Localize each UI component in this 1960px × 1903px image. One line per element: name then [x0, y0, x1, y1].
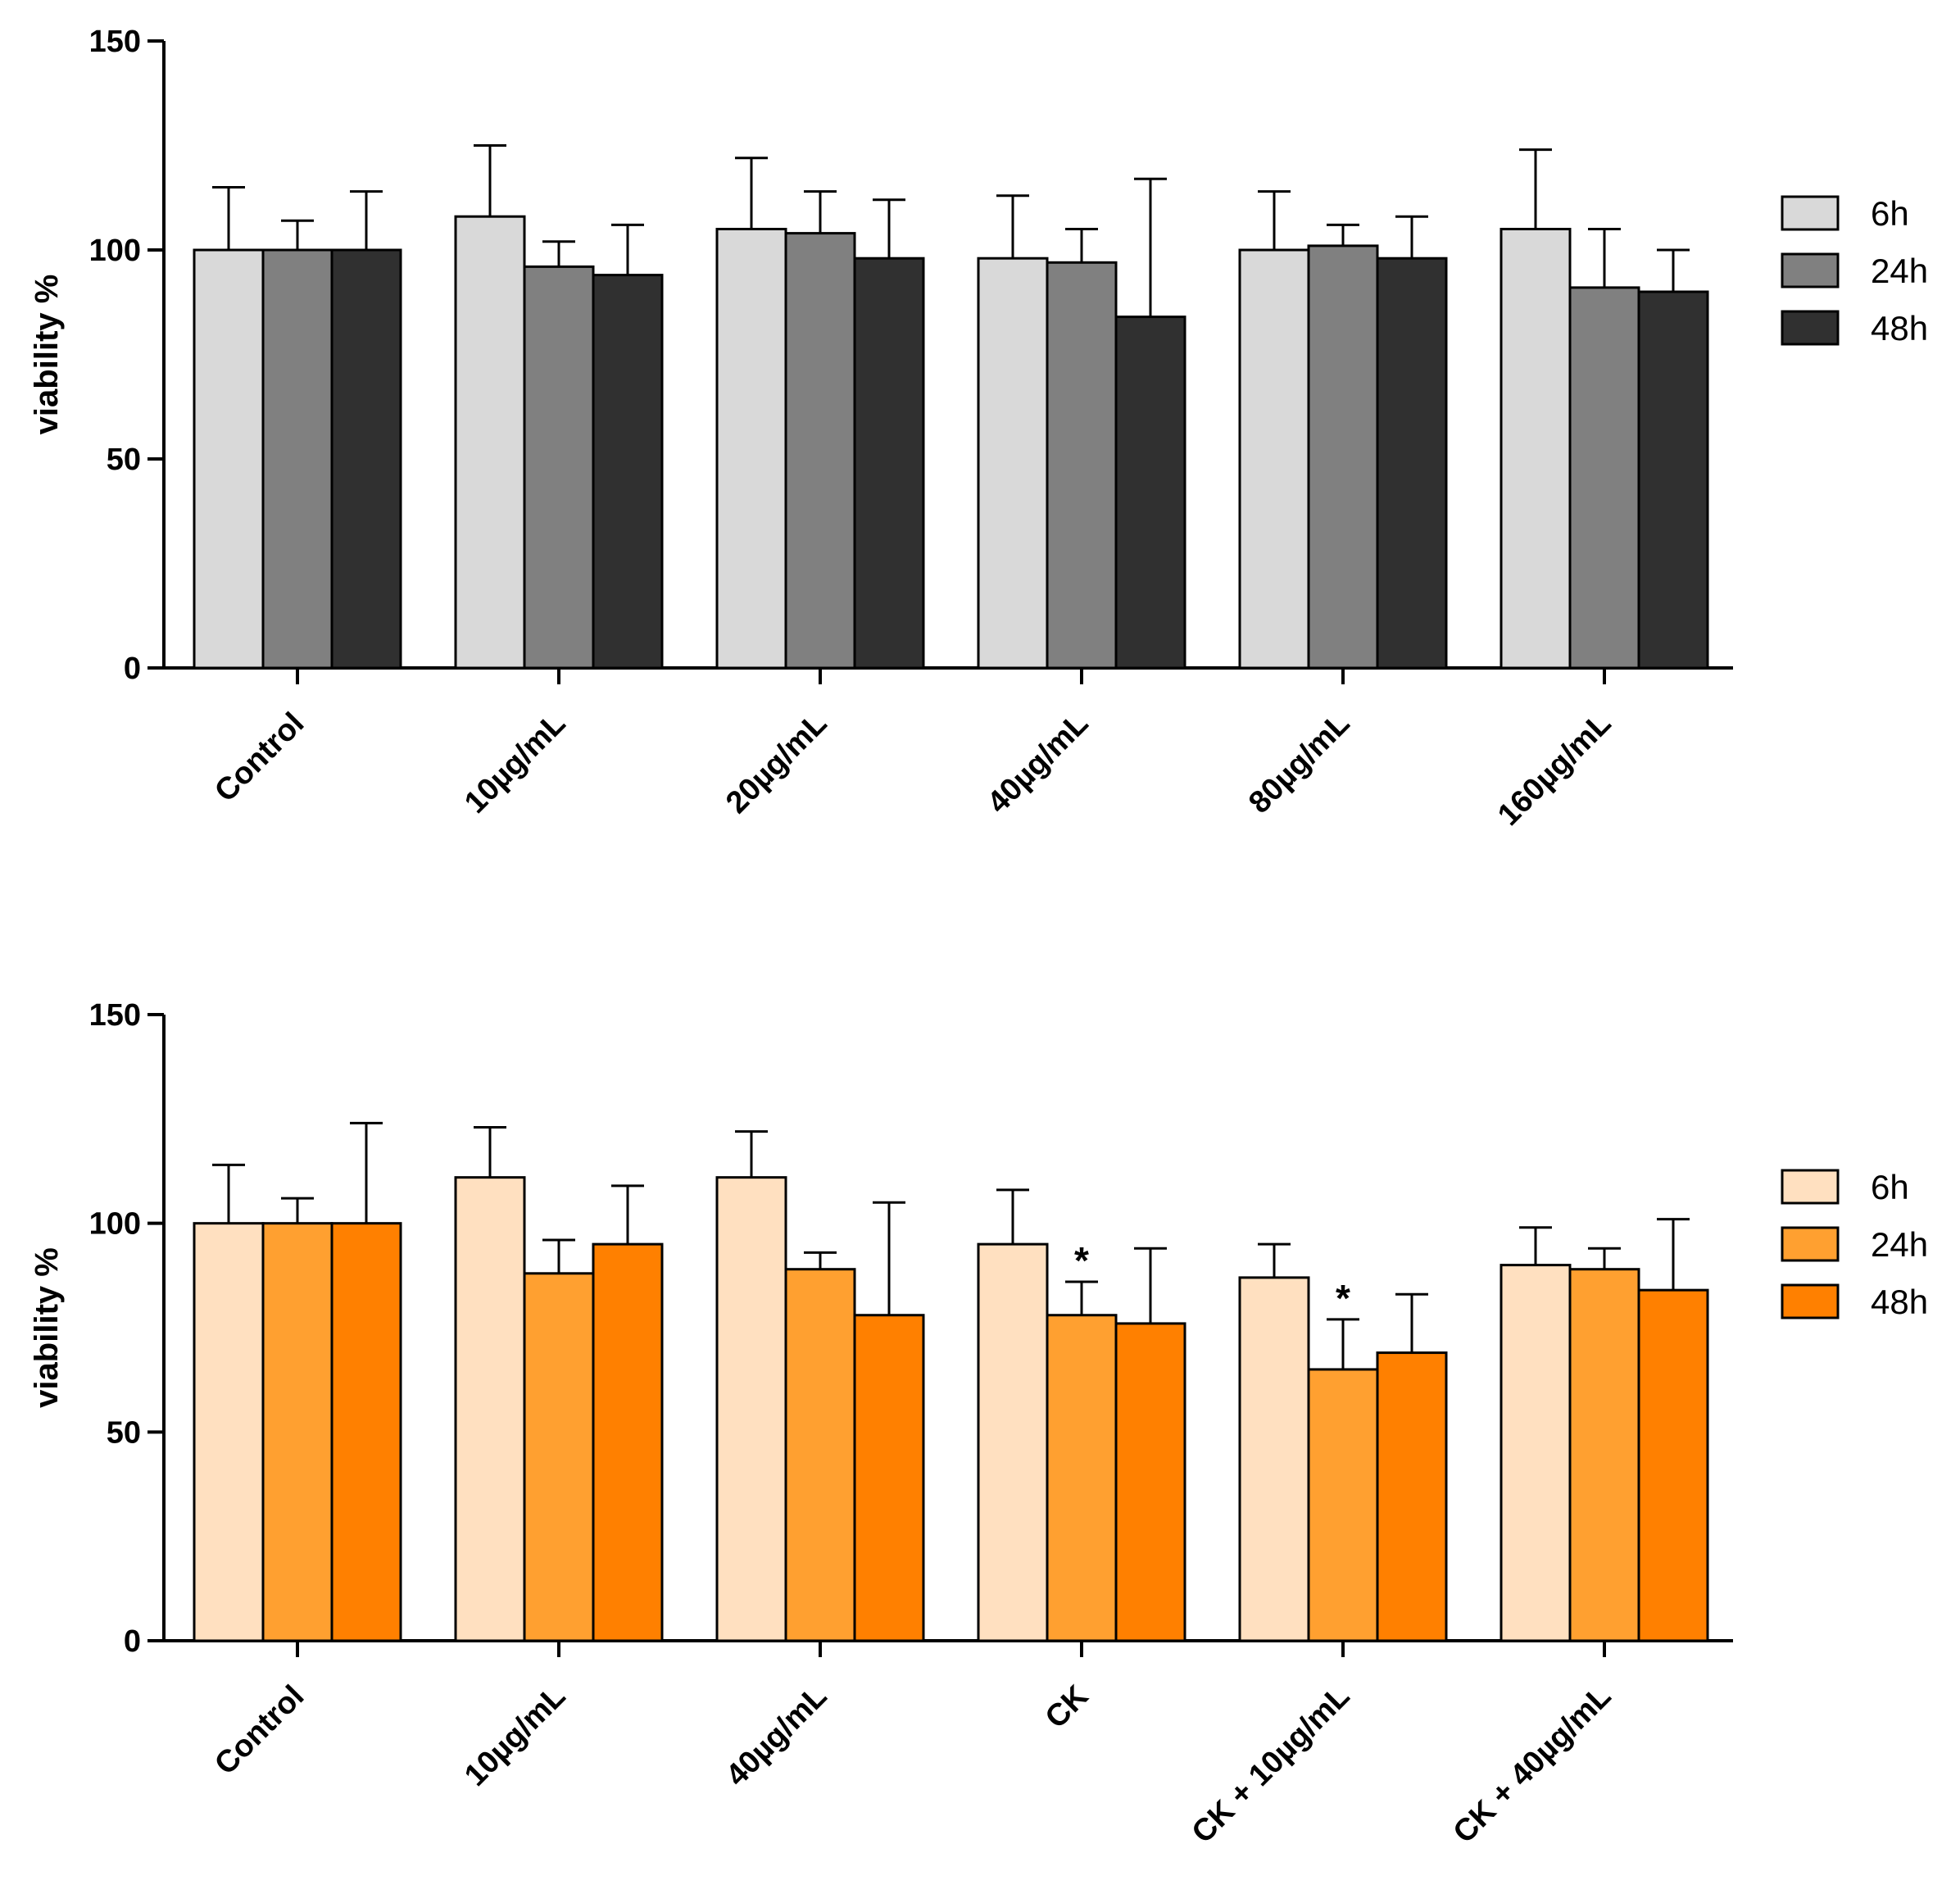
- y-tick-label: 0: [124, 652, 141, 686]
- bar-48h: [1376, 257, 1448, 670]
- y-tick-label: 50: [107, 443, 141, 477]
- bar-6h: [977, 257, 1049, 670]
- bar-48h: [853, 257, 925, 670]
- bar-6h: [454, 1176, 526, 1642]
- y-tick-label: 150: [89, 998, 141, 1033]
- x-tick-label: 80µg/mL: [1242, 706, 1356, 820]
- bar-48h: [330, 1222, 402, 1642]
- bar-48h: [1637, 290, 1709, 670]
- y-axis-label: viability %: [29, 275, 65, 435]
- bar-24h: [261, 248, 333, 670]
- x-tick-label: CK: [1039, 1678, 1096, 1735]
- bar-6h: [1499, 228, 1572, 670]
- bar-48h: [330, 248, 402, 670]
- x-tick-label: 10µg/mL: [458, 706, 572, 820]
- significance-marker: *: [1074, 1239, 1089, 1282]
- bar-24h: [1568, 286, 1640, 670]
- x-tick-label: Control: [208, 1679, 311, 1782]
- legend-swatch-48h: [1781, 310, 1840, 346]
- legend-swatch-6h: [1781, 195, 1840, 231]
- x-tick-label: 40µg/mL: [981, 706, 1095, 820]
- bar-24h: [1568, 1268, 1640, 1642]
- bar-48h: [1637, 1288, 1709, 1642]
- bar-24h: [1307, 244, 1379, 670]
- legend-swatch-24h: [1781, 252, 1840, 288]
- bar-6h: [1499, 1264, 1572, 1642]
- bar-24h: [784, 232, 856, 670]
- y-tick-label: 0: [124, 1624, 141, 1659]
- bar-6h: [715, 1176, 787, 1642]
- legend-label-24h: 24h: [1871, 1225, 1928, 1264]
- legend-swatch-6h: [1781, 1169, 1840, 1205]
- y-tick-label: 100: [89, 234, 141, 268]
- bar-24h: [261, 1222, 333, 1642]
- bar-6h: [977, 1242, 1049, 1642]
- legend-label-6h: 6h: [1871, 1168, 1909, 1206]
- legend-label-24h: 24h: [1871, 252, 1928, 290]
- y-tick-label: 100: [89, 1207, 141, 1242]
- legend-swatch-24h: [1781, 1226, 1840, 1262]
- bar-24h: [1307, 1368, 1379, 1642]
- y-tick-label: 50: [107, 1415, 141, 1450]
- bar-48h: [592, 1242, 664, 1642]
- bar-48h: [1376, 1351, 1448, 1642]
- bar-48h: [592, 274, 664, 670]
- significance-marker: *: [1336, 1277, 1350, 1319]
- chart-panel-1: 0 50 100 150 viability % Control 10µg/mL 20µg/m…: [29, 25, 1928, 833]
- bar-24h: [523, 265, 595, 670]
- x-tick-label: 10µg/mL: [458, 1679, 572, 1793]
- bar-6h: [1238, 248, 1310, 670]
- legend-label-6h: 6h: [1871, 194, 1909, 233]
- bar-6h: [454, 215, 526, 670]
- bar-6h: [1238, 1276, 1310, 1642]
- bar-48h: [853, 1314, 925, 1642]
- x-tick-label: 160µg/mL: [1491, 706, 1617, 833]
- x-tick-label: CK + 40µg/mL: [1447, 1679, 1618, 1851]
- chart-panel-2: 0 50 100 150 viability % Control 10µg/mL 40µg/m…: [29, 998, 1928, 1850]
- bar-48h: [1114, 1322, 1186, 1642]
- bar-6h: [715, 228, 787, 670]
- x-tick-label: Control: [208, 706, 311, 809]
- legend-swatch-48h: [1781, 1283, 1840, 1319]
- x-tick-label: 40µg/mL: [719, 1679, 833, 1793]
- bar-24h: [523, 1272, 595, 1642]
- x-tick-label: 20µg/mL: [719, 706, 833, 820]
- y-axis-label: viability %: [29, 1247, 65, 1408]
- legend-label-48h: 48h: [1871, 309, 1928, 347]
- bar-48h: [1114, 316, 1186, 670]
- bar-24h: [1046, 1314, 1118, 1642]
- bar-24h: [784, 1268, 856, 1642]
- legend-label-48h: 48h: [1871, 1283, 1928, 1321]
- bar-24h: [1046, 261, 1118, 670]
- x-tick-label: CK + 10µg/mL: [1186, 1679, 1357, 1851]
- bar-6h: [193, 1222, 265, 1642]
- y-tick-label: 150: [89, 25, 141, 59]
- bar-6h: [193, 248, 265, 670]
